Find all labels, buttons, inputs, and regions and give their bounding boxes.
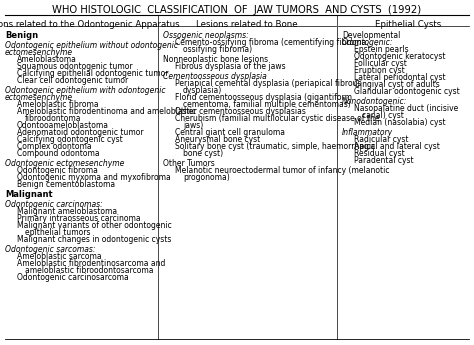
Text: Aneurysmal bone cyst: Aneurysmal bone cyst: [175, 135, 260, 144]
Text: Other cementoosseous dysplasias: Other cementoosseous dysplasias: [175, 107, 306, 116]
Text: fibroodontoma: fibroodontoma: [25, 114, 82, 123]
Text: Cemento-ossifying fibroma (cementifying fibroma,: Cemento-ossifying fibroma (cementifying …: [175, 38, 369, 47]
Text: Calcifying odontogenic cyst: Calcifying odontogenic cyst: [17, 135, 123, 144]
Text: Nonneoplastic bone lesions: Nonneoplastic bone lesions: [163, 55, 268, 64]
Text: Other Tumors: Other Tumors: [163, 159, 215, 168]
Text: Apical and lateral cyst: Apical and lateral cyst: [354, 142, 440, 151]
Text: Median (nasolabia) cyst: Median (nasolabia) cyst: [354, 118, 446, 127]
Text: Malignant ameloblastoma: Malignant ameloblastoma: [17, 207, 117, 216]
Text: jaws): jaws): [183, 121, 203, 130]
Text: Benign cementoblastoma: Benign cementoblastoma: [17, 180, 115, 189]
Text: Malignant: Malignant: [5, 190, 53, 199]
Text: Odontogenic:: Odontogenic:: [342, 38, 393, 47]
Text: ossifying fibroma): ossifying fibroma): [183, 45, 252, 54]
Text: Ameloblastic sarcoma: Ameloblastic sarcoma: [17, 252, 101, 261]
Text: Odontogenic keratocyst: Odontogenic keratocyst: [354, 52, 446, 61]
Text: Cherubism (familial multilocular cystic disease of the: Cherubism (familial multilocular cystic …: [175, 114, 380, 123]
Text: Lesions related to the Odontogenic Apparatus: Lesions related to the Odontogenic Appar…: [0, 20, 179, 29]
Text: Melanotic neuroectodermal tumor of infancy (melanotic: Melanotic neuroectodermal tumor of infan…: [175, 166, 390, 175]
Text: Epstein pearls: Epstein pearls: [354, 45, 409, 54]
Text: Clear cell odontogenic tumor: Clear cell odontogenic tumor: [17, 76, 128, 85]
Text: Malignant changes in odontogenic cysts: Malignant changes in odontogenic cysts: [17, 235, 172, 244]
Text: Calcifying epithelial odontogenic tumor: Calcifying epithelial odontogenic tumor: [17, 69, 168, 78]
Text: canal) cyst: canal) cyst: [362, 111, 404, 120]
Text: Ameloblastic fibroma: Ameloblastic fibroma: [17, 100, 99, 109]
Text: Paradental cyst: Paradental cyst: [354, 156, 414, 165]
Text: Fibrous dysplasia of the jaws: Fibrous dysplasia of the jaws: [175, 62, 286, 71]
Text: Developmental: Developmental: [342, 31, 401, 40]
Text: epithelial tumors: epithelial tumors: [25, 228, 91, 237]
Text: Solitary bone cyst (traumatic, simple, haemorrhagic: Solitary bone cyst (traumatic, simple, h…: [175, 142, 375, 151]
Text: Compound odontoma: Compound odontoma: [17, 149, 100, 158]
Text: Odontooameloblastoma: Odontooameloblastoma: [17, 121, 109, 130]
Text: cementoma, familial multiple cementomas): cementoma, familial multiple cementomas): [183, 100, 351, 109]
Text: Odontogenic fibroma: Odontogenic fibroma: [17, 166, 98, 175]
Text: ectomesenchyme: ectomesenchyme: [5, 48, 73, 57]
Text: Benign: Benign: [5, 31, 38, 40]
Text: Adenomatoid odontogenic tumor: Adenomatoid odontogenic tumor: [17, 128, 144, 137]
Text: ectomesenchyme: ectomesenchyme: [5, 93, 73, 102]
Text: Florid cementoosseous dysplasia (gigantiform: Florid cementoosseous dysplasia (giganti…: [175, 93, 352, 102]
Text: Follicular cyst: Follicular cyst: [354, 59, 407, 68]
Text: Odontogenic ectomesenchyme: Odontogenic ectomesenchyme: [5, 159, 124, 168]
Text: Nasopalatine duct (incisive: Nasopalatine duct (incisive: [354, 104, 458, 113]
Text: Malignant variants of other odontogenic: Malignant variants of other odontogenic: [17, 221, 172, 230]
Text: Lateral periodontal cyst: Lateral periodontal cyst: [354, 73, 446, 82]
Text: Glandular odontogenic cyst: Glandular odontogenic cyst: [354, 87, 460, 96]
Text: Odontogenic carcinomas:: Odontogenic carcinomas:: [5, 200, 103, 209]
Text: WHO HISTOLOGIC  CLASSIFICATION  OF  JAW TUMORS  AND CYSTS  (1992): WHO HISTOLOGIC CLASSIFICATION OF JAW TUM…: [53, 5, 421, 15]
Text: Complex odontoma: Complex odontoma: [17, 142, 91, 151]
Text: Nonodontogenic:: Nonodontogenic:: [342, 97, 407, 106]
Text: Ameloblastic fibrodentinosarcoma and: Ameloblastic fibrodentinosarcoma and: [17, 259, 165, 268]
Text: Ameloblastic fibrodentinoma and ameloblastic: Ameloblastic fibrodentinoma and amelobla…: [17, 107, 196, 116]
Text: Lesions related to Bone: Lesions related to Bone: [196, 20, 298, 29]
Text: Primary intraosseous carcinoma: Primary intraosseous carcinoma: [17, 214, 141, 223]
Text: progonoma): progonoma): [183, 173, 230, 182]
Text: Epithelial Cysts: Epithelial Cysts: [375, 20, 441, 29]
Text: Eruption cyst: Eruption cyst: [354, 66, 405, 75]
Text: Inflammatory: Inflammatory: [342, 128, 393, 137]
Text: Odontogenic myxoma and myxofibroma: Odontogenic myxoma and myxofibroma: [17, 173, 171, 182]
Text: Residual cyst: Residual cyst: [354, 149, 405, 158]
Text: Odontogenic carcinosarcoma: Odontogenic carcinosarcoma: [17, 273, 129, 282]
Text: ameloblastic fibroodontosarcoma: ameloblastic fibroodontosarcoma: [25, 266, 154, 275]
Text: Odontogenic sarcomas:: Odontogenic sarcomas:: [5, 245, 95, 254]
Text: Cementoosseous dysplasia: Cementoosseous dysplasia: [163, 72, 267, 81]
Text: Gingival cyst of adults: Gingival cyst of adults: [354, 80, 440, 89]
Text: Central giant cell granuloma: Central giant cell granuloma: [175, 128, 285, 137]
Text: Squamous odontogenic tumor: Squamous odontogenic tumor: [17, 62, 133, 71]
Text: dysplasia): dysplasia): [183, 86, 222, 95]
Text: Ameloblastoma: Ameloblastoma: [17, 55, 77, 64]
Text: Odontogenic epithelium with odontogenic: Odontogenic epithelium with odontogenic: [5, 86, 165, 95]
Text: Ossogenic neoplasms:: Ossogenic neoplasms:: [163, 31, 249, 40]
Text: Odontogenic epithelium without odontogenic: Odontogenic epithelium without odontogen…: [5, 41, 178, 50]
Text: Radicular cyst: Radicular cyst: [354, 135, 409, 144]
Text: Periapical cemental dysplasia (periapical fibrous: Periapical cemental dysplasia (periapica…: [175, 79, 362, 88]
Text: bone cyst): bone cyst): [183, 149, 223, 158]
